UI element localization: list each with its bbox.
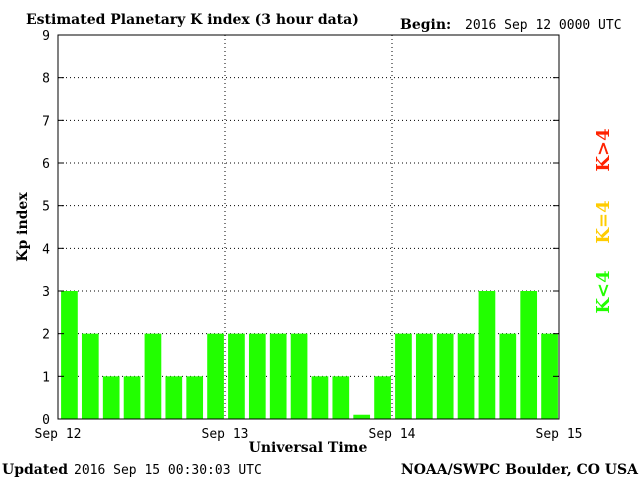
y-tick-label: 4 xyxy=(42,242,50,257)
y-axis-label: Kp index xyxy=(15,192,31,262)
kp-bar xyxy=(311,376,329,419)
bar-series xyxy=(61,291,558,419)
x-axis-ticks: Sep 12 Sep 13 Sep 14 Sep 15 xyxy=(35,427,583,442)
y-tick-label: 2 xyxy=(42,328,50,343)
y-tick-label: 1 xyxy=(42,370,50,385)
updated-label: Updated xyxy=(2,462,68,478)
legend-entry: K=4 xyxy=(593,200,614,243)
kp-bar xyxy=(457,333,475,419)
kp-bar xyxy=(228,333,245,419)
kp-bar xyxy=(374,376,391,419)
kp-bar xyxy=(395,333,412,419)
y-tick-label: 5 xyxy=(42,200,50,215)
x-tick-label: Sep 14 xyxy=(369,427,416,442)
kp-bar xyxy=(436,333,454,419)
kp-bar xyxy=(541,333,558,419)
y-tick-label: 3 xyxy=(42,285,50,300)
y-tick-label: 7 xyxy=(42,114,50,129)
legend-entry: K>4 xyxy=(593,128,614,171)
chart-title: Estimated Planetary K index (3 hour data… xyxy=(26,12,359,28)
y-axis-ticks: 0 1 2 3 4 5 6 7 8 9 xyxy=(42,29,559,428)
y-tick-label: 0 xyxy=(42,413,50,428)
kp-bar xyxy=(61,291,78,419)
kp-bar xyxy=(102,376,120,419)
x-axis-label: Universal Time xyxy=(249,440,368,456)
kp-bar xyxy=(290,333,308,419)
kp-bar xyxy=(123,376,141,419)
begin-value: 2016 Sep 12 0000 UTC xyxy=(465,18,622,33)
kp-bar xyxy=(269,333,287,419)
kp-bar xyxy=(478,291,496,419)
kp-bar xyxy=(415,333,433,419)
y-tick-label: 6 xyxy=(42,157,50,172)
kp-bar xyxy=(81,333,99,419)
x-tick-label: Sep 12 xyxy=(35,427,82,442)
kp-bar xyxy=(144,333,162,419)
grid-lines xyxy=(58,35,559,419)
kp-bar xyxy=(332,376,350,419)
plot-frame xyxy=(57,34,560,420)
source-credit: NOAA/SWPC Boulder, CO USA xyxy=(401,462,639,478)
x-tick-label: Sep 13 xyxy=(202,427,249,442)
kp-bar xyxy=(353,414,371,419)
legend-entry: K<4 xyxy=(593,270,614,313)
kp-bar xyxy=(248,333,266,419)
y-tick-label: 8 xyxy=(42,72,50,87)
kp-bar xyxy=(520,291,538,419)
updated-value: 2016 Sep 15 00:30:03 UTC xyxy=(74,463,262,478)
kp-bar xyxy=(499,333,517,419)
kp-bar xyxy=(207,333,224,419)
begin-label: Begin: xyxy=(400,17,451,33)
y-tick-label: 9 xyxy=(42,29,50,44)
x-tick-label: Sep 15 xyxy=(536,427,583,442)
k-level-legend: K<4 K=4 K>4 xyxy=(593,128,614,313)
kp-bar xyxy=(186,376,204,419)
kp-bar xyxy=(165,376,183,419)
